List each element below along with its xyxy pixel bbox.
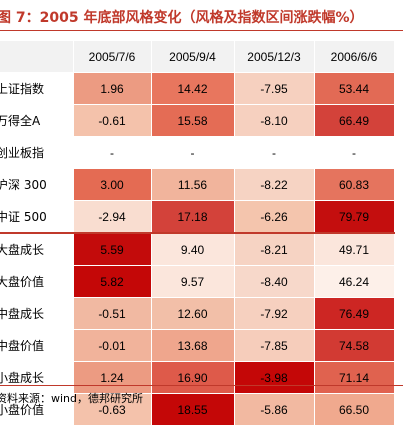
table-row: 中证 500 -2.94 17.18 -6.26 79.79: [0, 200, 395, 234]
value-cell: -: [151, 136, 235, 169]
value-cell: -3.98: [234, 361, 315, 394]
table-body: 上证指数 1.96 14.42 -7.95 53.44 万得全A -0.61 15.58 -8.…: [0, 72, 395, 426]
row-label: 大盘成长: [0, 233, 74, 266]
value-cell: -7.85: [234, 329, 315, 362]
value-cell: -6.26: [234, 200, 315, 234]
table-row: 中盘成长 -0.51 12.60 -7.92 76.49: [0, 297, 395, 330]
value-cell: 9.40: [151, 233, 235, 266]
value-cell: 1.96: [73, 72, 152, 105]
column-header: 2005/12/3: [234, 41, 315, 73]
row-label: 上证指数: [0, 72, 74, 105]
value-cell: 60.83: [314, 168, 395, 201]
row-label: 万得全A: [0, 104, 74, 137]
table-row: 大盘价值 5.82 9.57 -8.40 46.24: [0, 265, 395, 298]
row-label: 中盘成长: [0, 297, 74, 330]
value-cell: -7.92: [234, 297, 315, 330]
value-cell: 66.49: [314, 104, 395, 137]
row-label: 中盘价值: [0, 329, 74, 362]
column-header: 2005/7/6: [73, 41, 152, 73]
table-row: 创业板指 - - - -: [0, 136, 395, 169]
value-cell: 49.71: [314, 233, 395, 266]
value-cell: 66.50: [314, 393, 395, 426]
value-cell: -0.61: [73, 104, 152, 137]
value-cell: 12.60: [151, 297, 235, 330]
value-cell: -5.86: [234, 393, 315, 426]
value-cell: -: [73, 136, 152, 169]
value-cell: -: [234, 136, 315, 169]
header-row: 2005/7/6 2005/9/4 2005/12/3 2006/6/6: [0, 41, 395, 73]
value-cell: 1.24: [73, 361, 152, 394]
column-header: 2005/9/4: [151, 41, 235, 73]
value-cell: 53.44: [314, 72, 395, 105]
value-cell: 76.49: [314, 297, 395, 330]
value-cell: 46.24: [314, 265, 395, 298]
table-row: 小盘成长 1.24 16.90 -3.98 71.14: [0, 361, 395, 394]
title-rule: [0, 30, 403, 31]
value-cell: -0.51: [73, 297, 152, 330]
value-cell: 5.82: [73, 265, 152, 298]
value-cell: 13.68: [151, 329, 235, 362]
value-cell: -8.22: [234, 168, 315, 201]
value-cell: 15.58: [151, 104, 235, 137]
table-row: 大盘成长 5.59 9.40 -8.21 49.71: [0, 233, 395, 266]
row-label: 大盘价值: [0, 265, 74, 298]
value-cell: 3.00: [73, 168, 152, 201]
value-cell: -0.01: [73, 329, 152, 362]
value-cell: -: [314, 136, 395, 169]
value-cell: -2.94: [73, 200, 152, 234]
table-row: 上证指数 1.96 14.42 -7.95 53.44: [0, 72, 395, 105]
value-cell: 17.18: [151, 200, 235, 234]
row-label: 中证 500: [0, 200, 74, 234]
value-cell: 71.14: [314, 361, 395, 394]
value-cell: -7.95: [234, 72, 315, 105]
table-row: 沪深 300 3.00 11.56 -8.22 60.83: [0, 168, 395, 201]
row-label: 沪深 300: [0, 168, 74, 201]
value-cell: -8.40: [234, 265, 315, 298]
data-table: 2005/7/6 2005/9/4 2005/12/3 2006/6/6 上证指…: [0, 41, 395, 426]
value-cell: -8.10: [234, 104, 315, 137]
value-cell: 14.42: [151, 72, 235, 105]
row-label: 小盘成长: [0, 361, 74, 394]
column-header: 2006/6/6: [314, 41, 395, 73]
value-cell: 9.57: [151, 265, 235, 298]
value-cell: 18.55: [151, 393, 235, 426]
column-header: [0, 41, 74, 73]
value-cell: 79.79: [314, 200, 395, 234]
source-note: 资料来源：wind，德邦研究所: [0, 392, 144, 405]
table-row: 中盘价值 -0.01 13.68 -7.85 74.58: [0, 329, 395, 362]
value-cell: 11.56: [151, 168, 235, 201]
value-cell: 74.58: [314, 329, 395, 362]
figure-title: 图 7：2005 年底部风格变化（风格及指数区间涨跌幅%）: [0, 10, 364, 26]
value-cell: 5.59: [73, 233, 152, 266]
source-rule: [0, 385, 403, 386]
value-cell: 16.90: [151, 361, 235, 394]
table-row: 万得全A -0.61 15.58 -8.10 66.49: [0, 104, 395, 137]
value-cell: -8.21: [234, 233, 315, 266]
row-label: 创业板指: [0, 136, 74, 169]
